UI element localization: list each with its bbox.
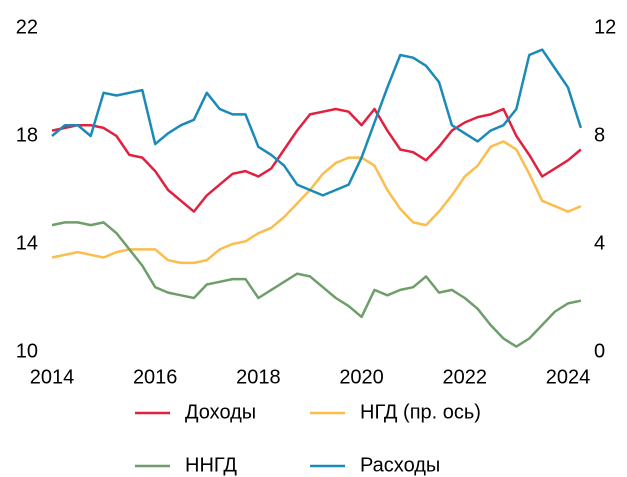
y2-tick-label: 0 [594, 340, 605, 362]
legend-label: НГД (пр. ось) [360, 401, 481, 423]
x-tick-label: 2014 [30, 366, 75, 388]
series-line [51, 221, 582, 348]
y2-tick-label: 4 [594, 232, 605, 254]
x-tick-label: 2020 [339, 366, 384, 388]
y-tick-label: 18 [16, 124, 38, 146]
series-line [51, 48, 583, 197]
y2-tick-label: 12 [594, 16, 616, 38]
y-tick-label: 14 [16, 232, 38, 254]
x-tick-label: 2024 [546, 366, 591, 388]
x-tick-label: 2018 [236, 366, 281, 388]
series-line [51, 107, 582, 213]
y2-tick-label: 8 [594, 124, 605, 146]
x-tick-label: 2022 [443, 366, 488, 388]
y-tick-label: 22 [16, 16, 38, 38]
legend-label: ННГД [185, 454, 237, 476]
y-tick-label: 10 [16, 340, 38, 362]
series-line [51, 140, 582, 265]
legend-label: Доходы [185, 401, 256, 423]
x-tick-label: 2016 [133, 366, 178, 388]
legend-label: Расходы [360, 454, 440, 476]
